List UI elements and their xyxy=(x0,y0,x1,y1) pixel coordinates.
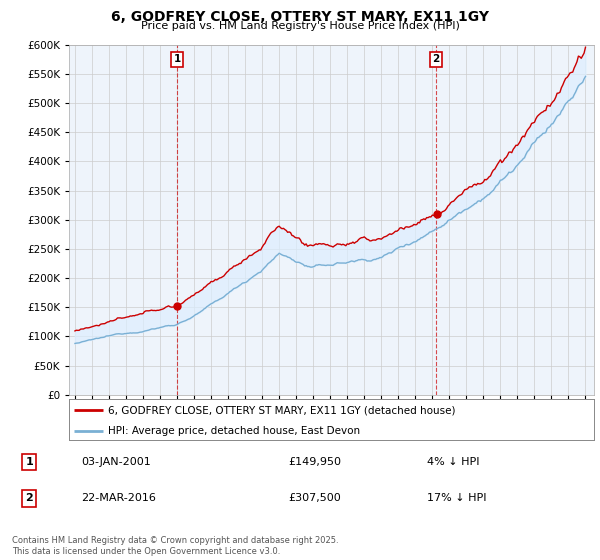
Text: 1: 1 xyxy=(25,457,33,467)
Text: HPI: Average price, detached house, East Devon: HPI: Average price, detached house, East… xyxy=(109,426,361,436)
Text: 17% ↓ HPI: 17% ↓ HPI xyxy=(427,493,486,503)
Text: Contains HM Land Registry data © Crown copyright and database right 2025.
This d: Contains HM Land Registry data © Crown c… xyxy=(12,536,338,556)
Text: £149,950: £149,950 xyxy=(289,457,341,467)
Text: 2: 2 xyxy=(25,493,33,503)
Text: Price paid vs. HM Land Registry's House Price Index (HPI): Price paid vs. HM Land Registry's House … xyxy=(140,21,460,31)
Text: 6, GODFREY CLOSE, OTTERY ST MARY, EX11 1GY (detached house): 6, GODFREY CLOSE, OTTERY ST MARY, EX11 1… xyxy=(109,405,456,415)
Text: 03-JAN-2001: 03-JAN-2001 xyxy=(81,457,151,467)
Text: 22-MAR-2016: 22-MAR-2016 xyxy=(81,493,156,503)
Text: 1: 1 xyxy=(173,54,181,64)
Text: 6, GODFREY CLOSE, OTTERY ST MARY, EX11 1GY: 6, GODFREY CLOSE, OTTERY ST MARY, EX11 1… xyxy=(111,10,489,24)
Text: £307,500: £307,500 xyxy=(289,493,341,503)
Text: 2: 2 xyxy=(432,54,440,64)
Text: 4% ↓ HPI: 4% ↓ HPI xyxy=(427,457,479,467)
